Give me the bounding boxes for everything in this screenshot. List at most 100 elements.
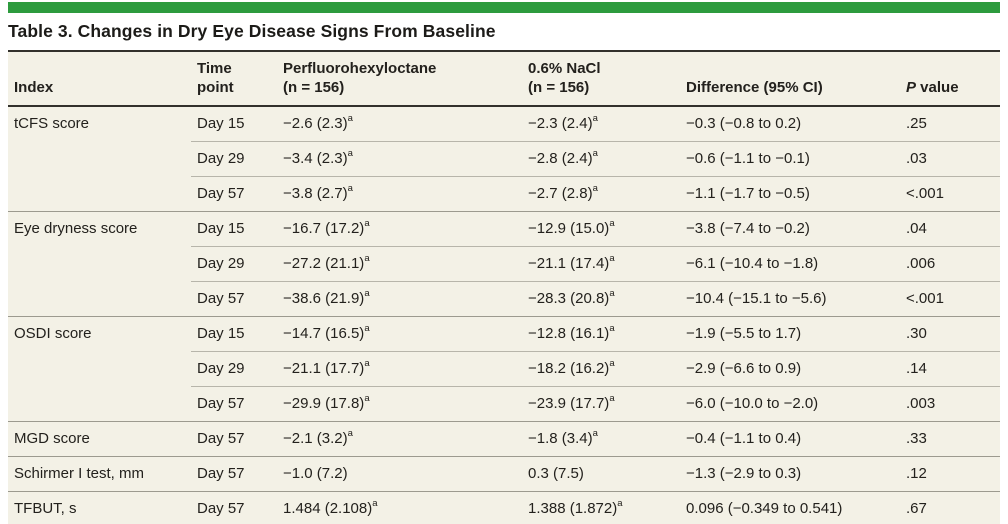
table-row: tCFS score Day 15 −2.6 (2.3)a −2.3 (2.4)a −0…	[8, 106, 1000, 142]
table-row: MGD score Day 57 −2.1 (3.2)a −1.8 (3.4)a −0.…	[8, 421, 1000, 457]
cell-p-value: .25	[906, 115, 927, 132]
cell-nacl: 0.3 (7.5)	[522, 456, 680, 492]
cell-pfho: 1.484 (2.108)a	[277, 491, 522, 524]
cell-p-value: <.001	[900, 176, 1000, 212]
cell-index: OSDI score	[8, 316, 191, 422]
dry-eye-signs-table: Index Time point Perfluorohexyloctane (n…	[8, 50, 1000, 524]
cell-nacl: −12.9 (15.0)a	[522, 211, 680, 247]
column-header-pfho: Perfluorohexyloctane (n = 156)	[277, 51, 522, 107]
table-row: TFBUT, s Day 57 1.484 (2.108)a 1.388 (1.872…	[8, 491, 1000, 524]
cell-time-point: Day 57	[191, 176, 277, 212]
cell-p-value: .04	[900, 211, 1000, 247]
cell-difference: −0.3 (−0.8 to 0.2)	[686, 115, 802, 132]
cell-difference: −0.4 (−1.1 to 0.4)	[680, 421, 900, 457]
cell-nacl: 1.388 (1.872)a	[522, 491, 680, 524]
footnote-marker-a: a	[364, 393, 370, 404]
column-header-index: Index	[8, 51, 191, 107]
cell-pfho: −3.4 (2.3)a	[277, 141, 522, 177]
cell-p-value: .12	[900, 456, 1000, 492]
cell-time-point: Day 29	[191, 246, 277, 282]
cell-time-point: Day 57	[191, 456, 277, 492]
footnote-marker-a: a	[347, 148, 353, 159]
table-row: OSDI score Day 15 −14.7 (16.5)a −12.8 (16.1…	[8, 316, 1000, 422]
footnote-marker-a: a	[347, 428, 353, 439]
cell-difference: 0.096 (−0.349 to 0.541)	[680, 491, 900, 524]
footnote-marker-a: a	[364, 253, 370, 264]
cell-pfho: −14.7 (16.5)a	[277, 316, 522, 352]
cell-p-value: .14	[900, 351, 1000, 387]
footnote-marker-a: a	[609, 218, 615, 229]
cell-difference: −3.8 (−7.4 to −0.2)	[680, 211, 900, 247]
cell-p-value: .003	[900, 386, 1000, 422]
cell-nacl: −21.1 (17.4)a	[522, 246, 680, 282]
footnote-marker-a: a	[609, 288, 615, 299]
footnote-marker-a: a	[592, 428, 598, 439]
cell-time-point: Day 57	[191, 421, 277, 457]
cell-nacl: −18.2 (16.2)a	[522, 351, 680, 387]
cell-index: Eye dryness score	[8, 211, 191, 317]
cell-index: MGD score	[8, 421, 191, 457]
cell-pfho: −16.7 (17.2)a	[277, 211, 522, 247]
footnote-marker-a: a	[592, 148, 598, 159]
cell-time-point: Day 29	[191, 351, 277, 387]
table-row: Eye dryness score Day 15 −16.7 (17.2)a −12.…	[8, 211, 1000, 317]
footnote-marker-a: a	[592, 183, 598, 194]
footnote-marker-a: a	[592, 113, 598, 124]
cell-nacl: −12.8 (16.1)a	[522, 316, 680, 352]
cell-nacl: −2.3 (2.4)a	[528, 113, 598, 132]
cell-p-value: .03	[900, 141, 1000, 177]
footnote-marker-a: a	[617, 498, 623, 509]
cell-p-value: .33	[900, 421, 1000, 457]
column-header-time-point: Time point	[191, 51, 277, 107]
cell-pfho: −3.8 (2.7)a	[277, 176, 522, 212]
cell-time-point: Day 57	[191, 281, 277, 317]
footnote-marker-a: a	[372, 498, 378, 509]
table-row: Day 29 −21.1 (17.7)a −18.2 (16.2)a −2.9 (−6…	[8, 351, 1000, 387]
column-header-difference: Difference (95% CI)	[680, 51, 900, 107]
cell-difference: −0.6 (−1.1 to −0.1)	[680, 141, 900, 177]
table-title: Table 3. Changes in Dry Eye Disease Sign…	[8, 21, 496, 41]
cell-time-point: Day 57	[191, 491, 277, 524]
footnote-marker-a: a	[364, 288, 370, 299]
cell-difference: −6.1 (−10.4 to −1.8)	[680, 246, 900, 282]
cell-pfho: −27.2 (21.1)a	[277, 246, 522, 282]
p-value-italic-p: P	[906, 79, 917, 96]
table-row: Schirmer I test, mm Day 57 −1.0 (7.2) 0.3 (…	[8, 456, 1000, 492]
cell-difference: −1.1 (−1.7 to −0.5)	[680, 176, 900, 212]
footnote-marker-a: a	[364, 323, 370, 334]
table-row: Day 57 −38.6 (21.9)a −28.3 (20.8)a −10.4 (−…	[8, 281, 1000, 317]
cell-index: tCFS score	[14, 115, 90, 132]
cell-time-point: Day 57	[191, 386, 277, 422]
cell-pfho: −1.0 (7.2)	[277, 456, 522, 492]
table-row: Day 29 −27.2 (21.1)a −21.1 (17.4)a −6.1 (−1…	[8, 246, 1000, 282]
table-body: tCFS score Day 15 −2.6 (2.3)a −2.3 (2.4)a −0…	[8, 106, 1000, 524]
cell-nacl: −2.8 (2.4)a	[522, 141, 680, 177]
table-header: Index Time point Perfluorohexyloctane (n…	[8, 51, 1000, 107]
cell-pfho: −29.9 (17.8)a	[277, 386, 522, 422]
table-row: Day 57 −3.8 (2.7)a −2.7 (2.8)a −1.1 (−1.7 t…	[8, 176, 1000, 212]
cell-time-point: Day 15	[191, 211, 277, 247]
cell-nacl: −28.3 (20.8)a	[522, 281, 680, 317]
cell-p-value: .006	[900, 246, 1000, 282]
cell-time-point: Day 15	[197, 115, 245, 132]
cell-difference: −1.9 (−5.5 to 1.7)	[680, 316, 900, 352]
footnote-marker-a: a	[347, 113, 353, 124]
cell-p-value: .67	[900, 491, 1000, 524]
cell-difference: −10.4 (−15.1 to −5.6)	[680, 281, 900, 317]
cell-difference: −1.3 (−2.9 to 0.3)	[680, 456, 900, 492]
column-header-nacl: 0.6% NaCl (n = 156)	[522, 51, 680, 107]
cell-p-value: <.001	[900, 281, 1000, 317]
table-row: Day 57 −29.9 (17.8)a −23.9 (17.7)a −6.0 (−1…	[8, 386, 1000, 422]
p-value-rest: value	[916, 79, 959, 96]
cell-nacl: −23.9 (17.7)a	[522, 386, 680, 422]
cell-time-point: Day 15	[191, 316, 277, 352]
accent-bar	[8, 2, 1000, 13]
cell-p-value: .30	[900, 316, 1000, 352]
cell-difference: −2.9 (−6.6 to 0.9)	[680, 351, 900, 387]
cell-pfho: −2.6 (2.3)a	[283, 113, 353, 132]
cell-time-point: Day 29	[191, 141, 277, 177]
footnote-marker-a: a	[609, 358, 615, 369]
footnote-marker-a: a	[609, 323, 615, 334]
cell-nacl: −1.8 (3.4)a	[522, 421, 680, 457]
